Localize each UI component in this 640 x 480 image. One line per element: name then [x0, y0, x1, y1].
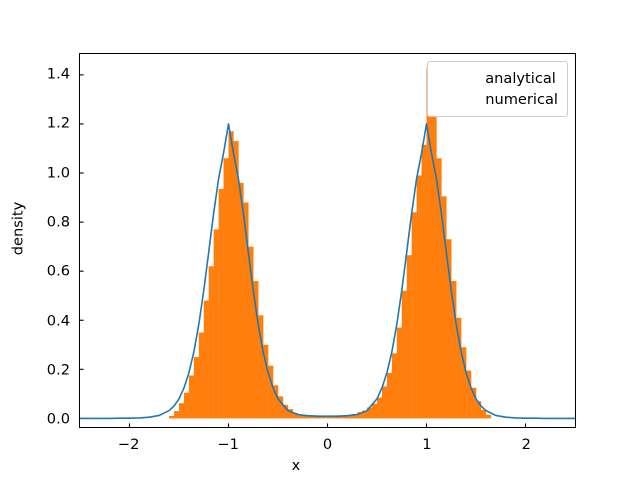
y-tick-label: 1.4 — [46, 65, 70, 83]
histogram-bar — [198, 332, 204, 419]
histogram-bar — [278, 396, 284, 419]
y-tick-label: 0.4 — [46, 312, 70, 330]
histogram-bar — [411, 212, 417, 419]
histogram-bar — [188, 375, 195, 419]
histogram-bar — [347, 415, 353, 419]
histogram-bar — [317, 416, 323, 419]
y-axis-label-text: density — [9, 201, 27, 256]
histogram-bar — [193, 357, 200, 419]
y-axis-tick-labels: 0.0 0.2 0.4 0.6 0.8 1.0 1.2 1.4 — [0, 0, 70, 480]
histogram-bar — [327, 416, 333, 419]
x-axis-label-text: x — [291, 457, 301, 474]
histogram-bar — [228, 131, 234, 419]
histogram-bar — [297, 414, 303, 419]
histogram-bar — [322, 415, 328, 419]
legend-label-analytical: analytical — [485, 70, 556, 87]
histogram-bar — [456, 317, 462, 419]
legend-line-swatch — [436, 70, 476, 88]
y-tick-label: 0.8 — [46, 213, 70, 231]
histogram-bar — [416, 175, 422, 419]
histogram-bar — [342, 416, 348, 419]
histogram-bar — [213, 229, 219, 419]
histogram-bar — [480, 409, 487, 419]
histogram-bar — [441, 196, 447, 419]
histogram-bar — [183, 392, 190, 419]
histogram-bar — [312, 415, 318, 419]
plot-canvas — [80, 67, 575, 427]
legend-item-numerical[interactable]: numerical — [436, 89, 558, 110]
histogram-bar — [421, 144, 427, 419]
histogram-bar — [248, 246, 254, 419]
histogram-bar — [406, 255, 412, 419]
legend-label-numerical: numerical — [485, 91, 558, 108]
legend-patch-swatch — [436, 91, 476, 109]
histogram-bar — [258, 315, 264, 419]
histogram-bar — [203, 300, 209, 419]
x-axis-tick-labels: −2 −1 0 1 2 — [0, 436, 640, 460]
x-axis-label: x — [0, 457, 640, 474]
x-tick-label: 0 — [322, 436, 333, 453]
histogram-bar — [386, 373, 393, 419]
histogram-bar — [461, 347, 467, 419]
histogram-bar — [362, 410, 368, 419]
analytical-line-icon — [438, 77, 474, 79]
histogram-bar — [381, 386, 388, 419]
histogram-bar — [367, 407, 373, 419]
plot-axes: analytical numerical — [79, 53, 576, 428]
histogram-bar — [426, 67, 432, 419]
histogram-bar — [466, 370, 472, 419]
y-tick-label: 1.2 — [46, 114, 70, 132]
histogram-bar — [169, 415, 175, 419]
histogram-bar — [273, 385, 279, 419]
histogram-bar — [357, 412, 363, 419]
histogram-bar — [471, 387, 477, 419]
histogram-bar — [377, 397, 383, 419]
histogram-bar — [233, 141, 239, 419]
legend-item-analytical[interactable]: analytical — [436, 68, 558, 89]
histogram-bar — [401, 290, 407, 419]
histogram-bar — [282, 404, 289, 419]
histogram-bar — [218, 188, 224, 419]
x-tick-label: 1 — [422, 436, 432, 453]
histogram-bar — [391, 353, 398, 419]
y-tick-label: 0.6 — [46, 262, 70, 280]
histogram-bar — [223, 158, 229, 419]
histogram-bar — [243, 202, 249, 419]
histogram-bar — [372, 403, 378, 419]
x-tick-label: −1 — [217, 436, 239, 453]
numerical-patch-icon — [438, 94, 474, 106]
histogram-bar — [396, 327, 402, 419]
histogram-bar — [337, 415, 343, 419]
histogram-bar — [446, 239, 452, 419]
y-tick-label: 0.0 — [46, 410, 70, 428]
histogram-bar — [431, 104, 437, 419]
x-tick-label: 2 — [521, 436, 531, 453]
histogram-bar — [302, 415, 308, 419]
histogram-bar — [352, 413, 358, 419]
histogram-bar — [436, 158, 442, 419]
histogram-bar — [287, 409, 294, 419]
histogram-bar — [208, 266, 214, 419]
histogram-bar — [485, 414, 492, 419]
x-tick-label: −2 — [117, 436, 140, 453]
histogram-bar — [253, 280, 259, 419]
histogram-bar — [292, 413, 299, 419]
histogram-bar — [268, 365, 274, 419]
histogram-bar — [451, 280, 457, 419]
y-axis-label: density — [10, 149, 27, 309]
y-tick-label: 0.2 — [46, 361, 70, 379]
analytical-curve — [80, 123, 575, 420]
legend: analytical numerical — [427, 61, 568, 117]
histogram-bar — [174, 411, 180, 419]
histogram-bar — [238, 182, 244, 419]
histogram-bar — [179, 403, 185, 419]
histogram-bar — [307, 415, 313, 419]
y-tick-label: 1.0 — [46, 164, 70, 182]
histogram-bars — [169, 67, 492, 419]
histogram-bar — [263, 344, 269, 419]
histogram-bar — [476, 401, 482, 419]
